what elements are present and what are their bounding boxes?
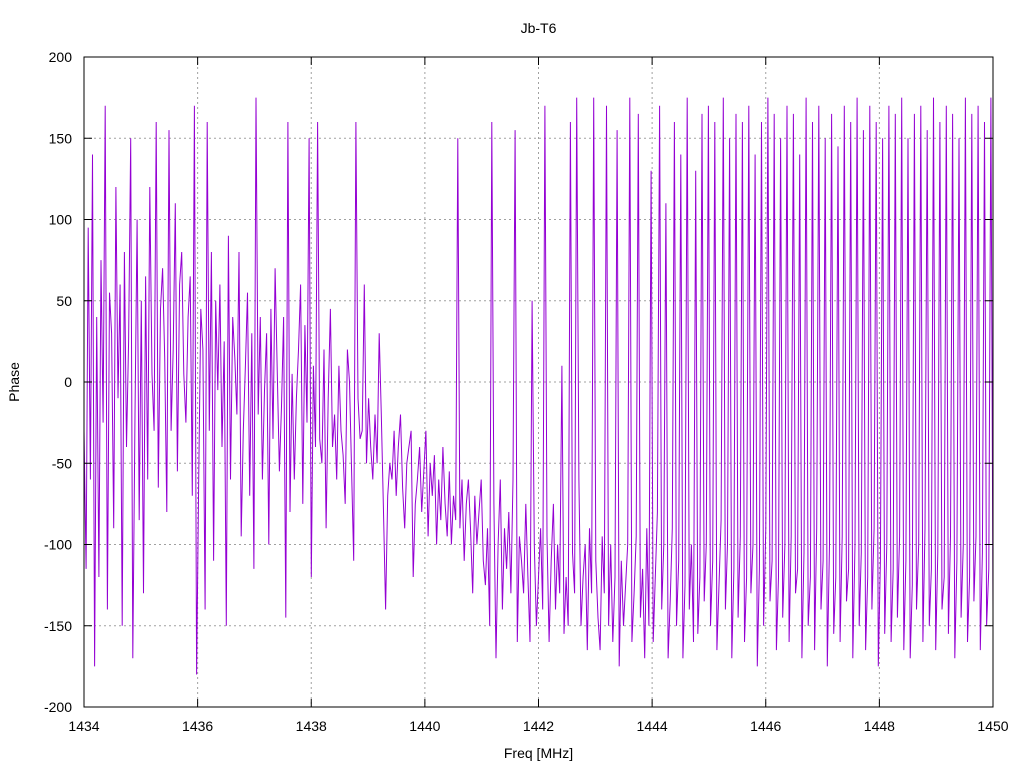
x-tick-label: 1436 — [182, 718, 213, 734]
x-tick-label: 1444 — [637, 718, 668, 734]
y-tick-labels: 200 150 100 50 0 -50 -100 -150 -200 — [44, 49, 72, 715]
phase-series-line — [83, 97, 994, 675]
tick-marks — [83, 56, 994, 708]
y-tick-label: 150 — [49, 130, 73, 146]
y-axis-label: Phase — [6, 362, 22, 402]
x-tick-label: 1450 — [977, 718, 1008, 734]
x-tick-label: 1438 — [296, 718, 327, 734]
y-tick-label: -200 — [44, 699, 72, 715]
y-tick-label: 100 — [49, 212, 73, 228]
x-tick-label: 1448 — [864, 718, 895, 734]
y-tick-label: -100 — [44, 537, 72, 553]
series-layer — [83, 97, 994, 675]
x-tick-label: 1446 — [750, 718, 781, 734]
y-tick-label: 200 — [49, 49, 73, 65]
x-tick-label: 1440 — [409, 718, 440, 734]
x-tick-label: 1442 — [523, 718, 554, 734]
y-tick-label: -50 — [52, 455, 72, 471]
chart-title: Jb-T6 — [521, 20, 557, 36]
y-tick-label: 50 — [56, 293, 72, 309]
x-axis-label: Freq [MHz] — [504, 745, 573, 761]
x-tick-label: 1434 — [68, 718, 99, 734]
y-tick-label: -150 — [44, 618, 72, 634]
y-tick-label: 0 — [64, 374, 72, 390]
x-tick-labels: 1434 1436 1438 1440 1442 1444 1446 1448 1450 — [68, 718, 1008, 734]
